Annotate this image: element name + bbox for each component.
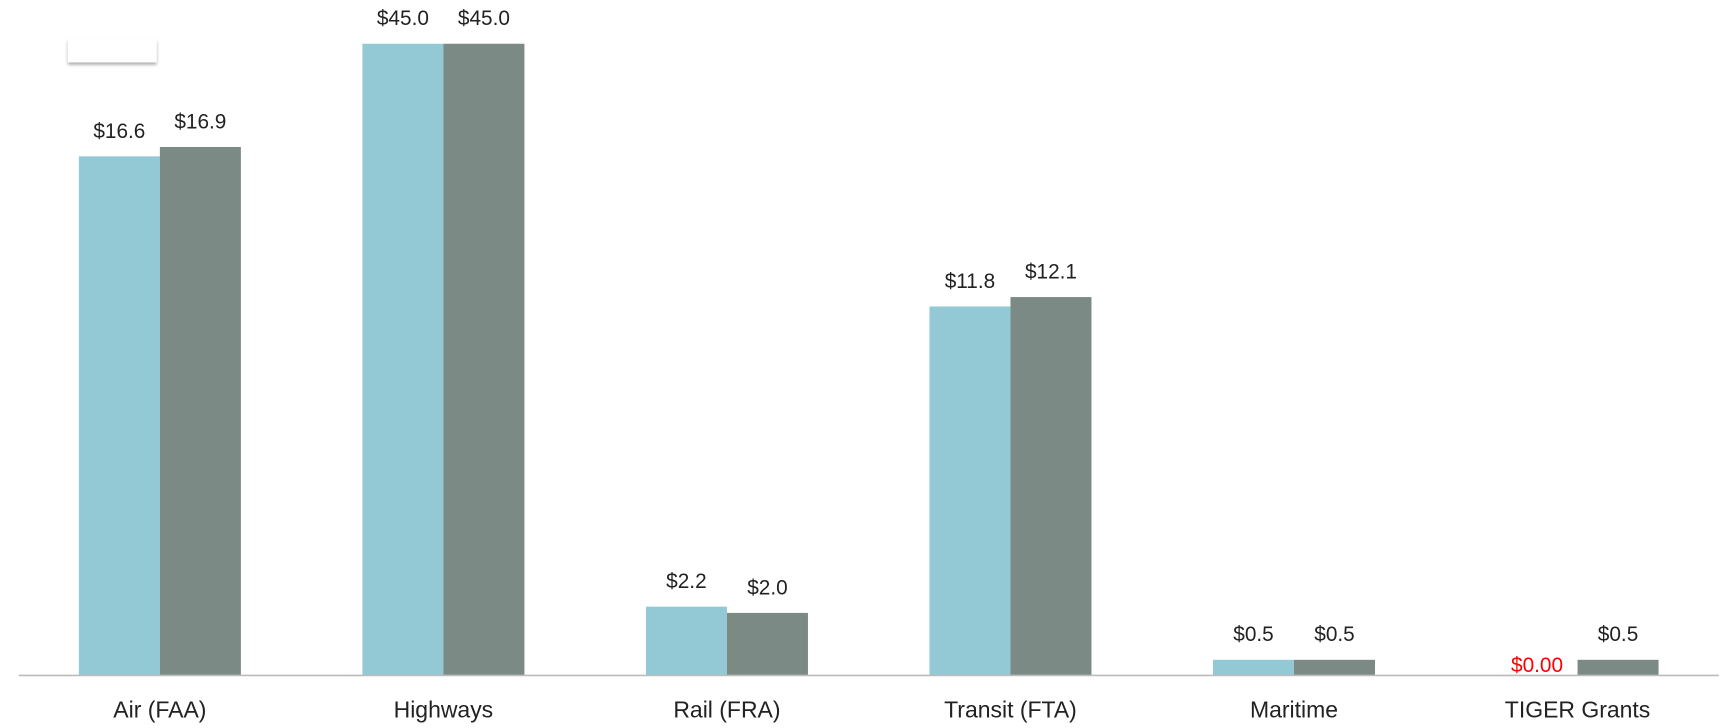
- bars: [78, 43, 1659, 676]
- legend-box: [67, 39, 157, 63]
- bar: [1577, 659, 1659, 676]
- bar: [443, 43, 525, 676]
- value-label: $2.0: [747, 576, 787, 599]
- x-tick-label: Air (FAA): [113, 697, 206, 723]
- value-label: $11.8: [945, 270, 996, 293]
- bar: [159, 146, 241, 676]
- bar: [362, 43, 444, 676]
- bar: [1010, 297, 1092, 676]
- value-label: $0.5: [1314, 623, 1354, 646]
- value-label: $0.00: [1511, 654, 1563, 677]
- value-label: $45.0: [458, 7, 510, 30]
- value-label: $2.2: [666, 570, 706, 593]
- x-tick-label: TIGER Grants: [1505, 697, 1651, 723]
- x-tick-label: Maritime: [1250, 697, 1338, 723]
- bar: [78, 156, 160, 676]
- bar: [1294, 659, 1376, 676]
- bar: [1213, 659, 1295, 676]
- value-label: $0.5: [1598, 623, 1638, 646]
- bar: [726, 612, 808, 676]
- bar: [645, 606, 727, 676]
- value-label: $0.5: [1233, 623, 1273, 646]
- bar: [929, 306, 1011, 676]
- x-tick-label: Rail (FRA): [673, 697, 780, 723]
- value-label: $12.1: [1025, 260, 1077, 283]
- value-label: $16.9: [174, 110, 226, 133]
- value-label: $16.6: [93, 120, 145, 143]
- x-tick-label: Highways: [394, 697, 494, 723]
- x-tick-label: Transit (FTA): [944, 697, 1077, 723]
- value-label: $45.0: [377, 7, 429, 30]
